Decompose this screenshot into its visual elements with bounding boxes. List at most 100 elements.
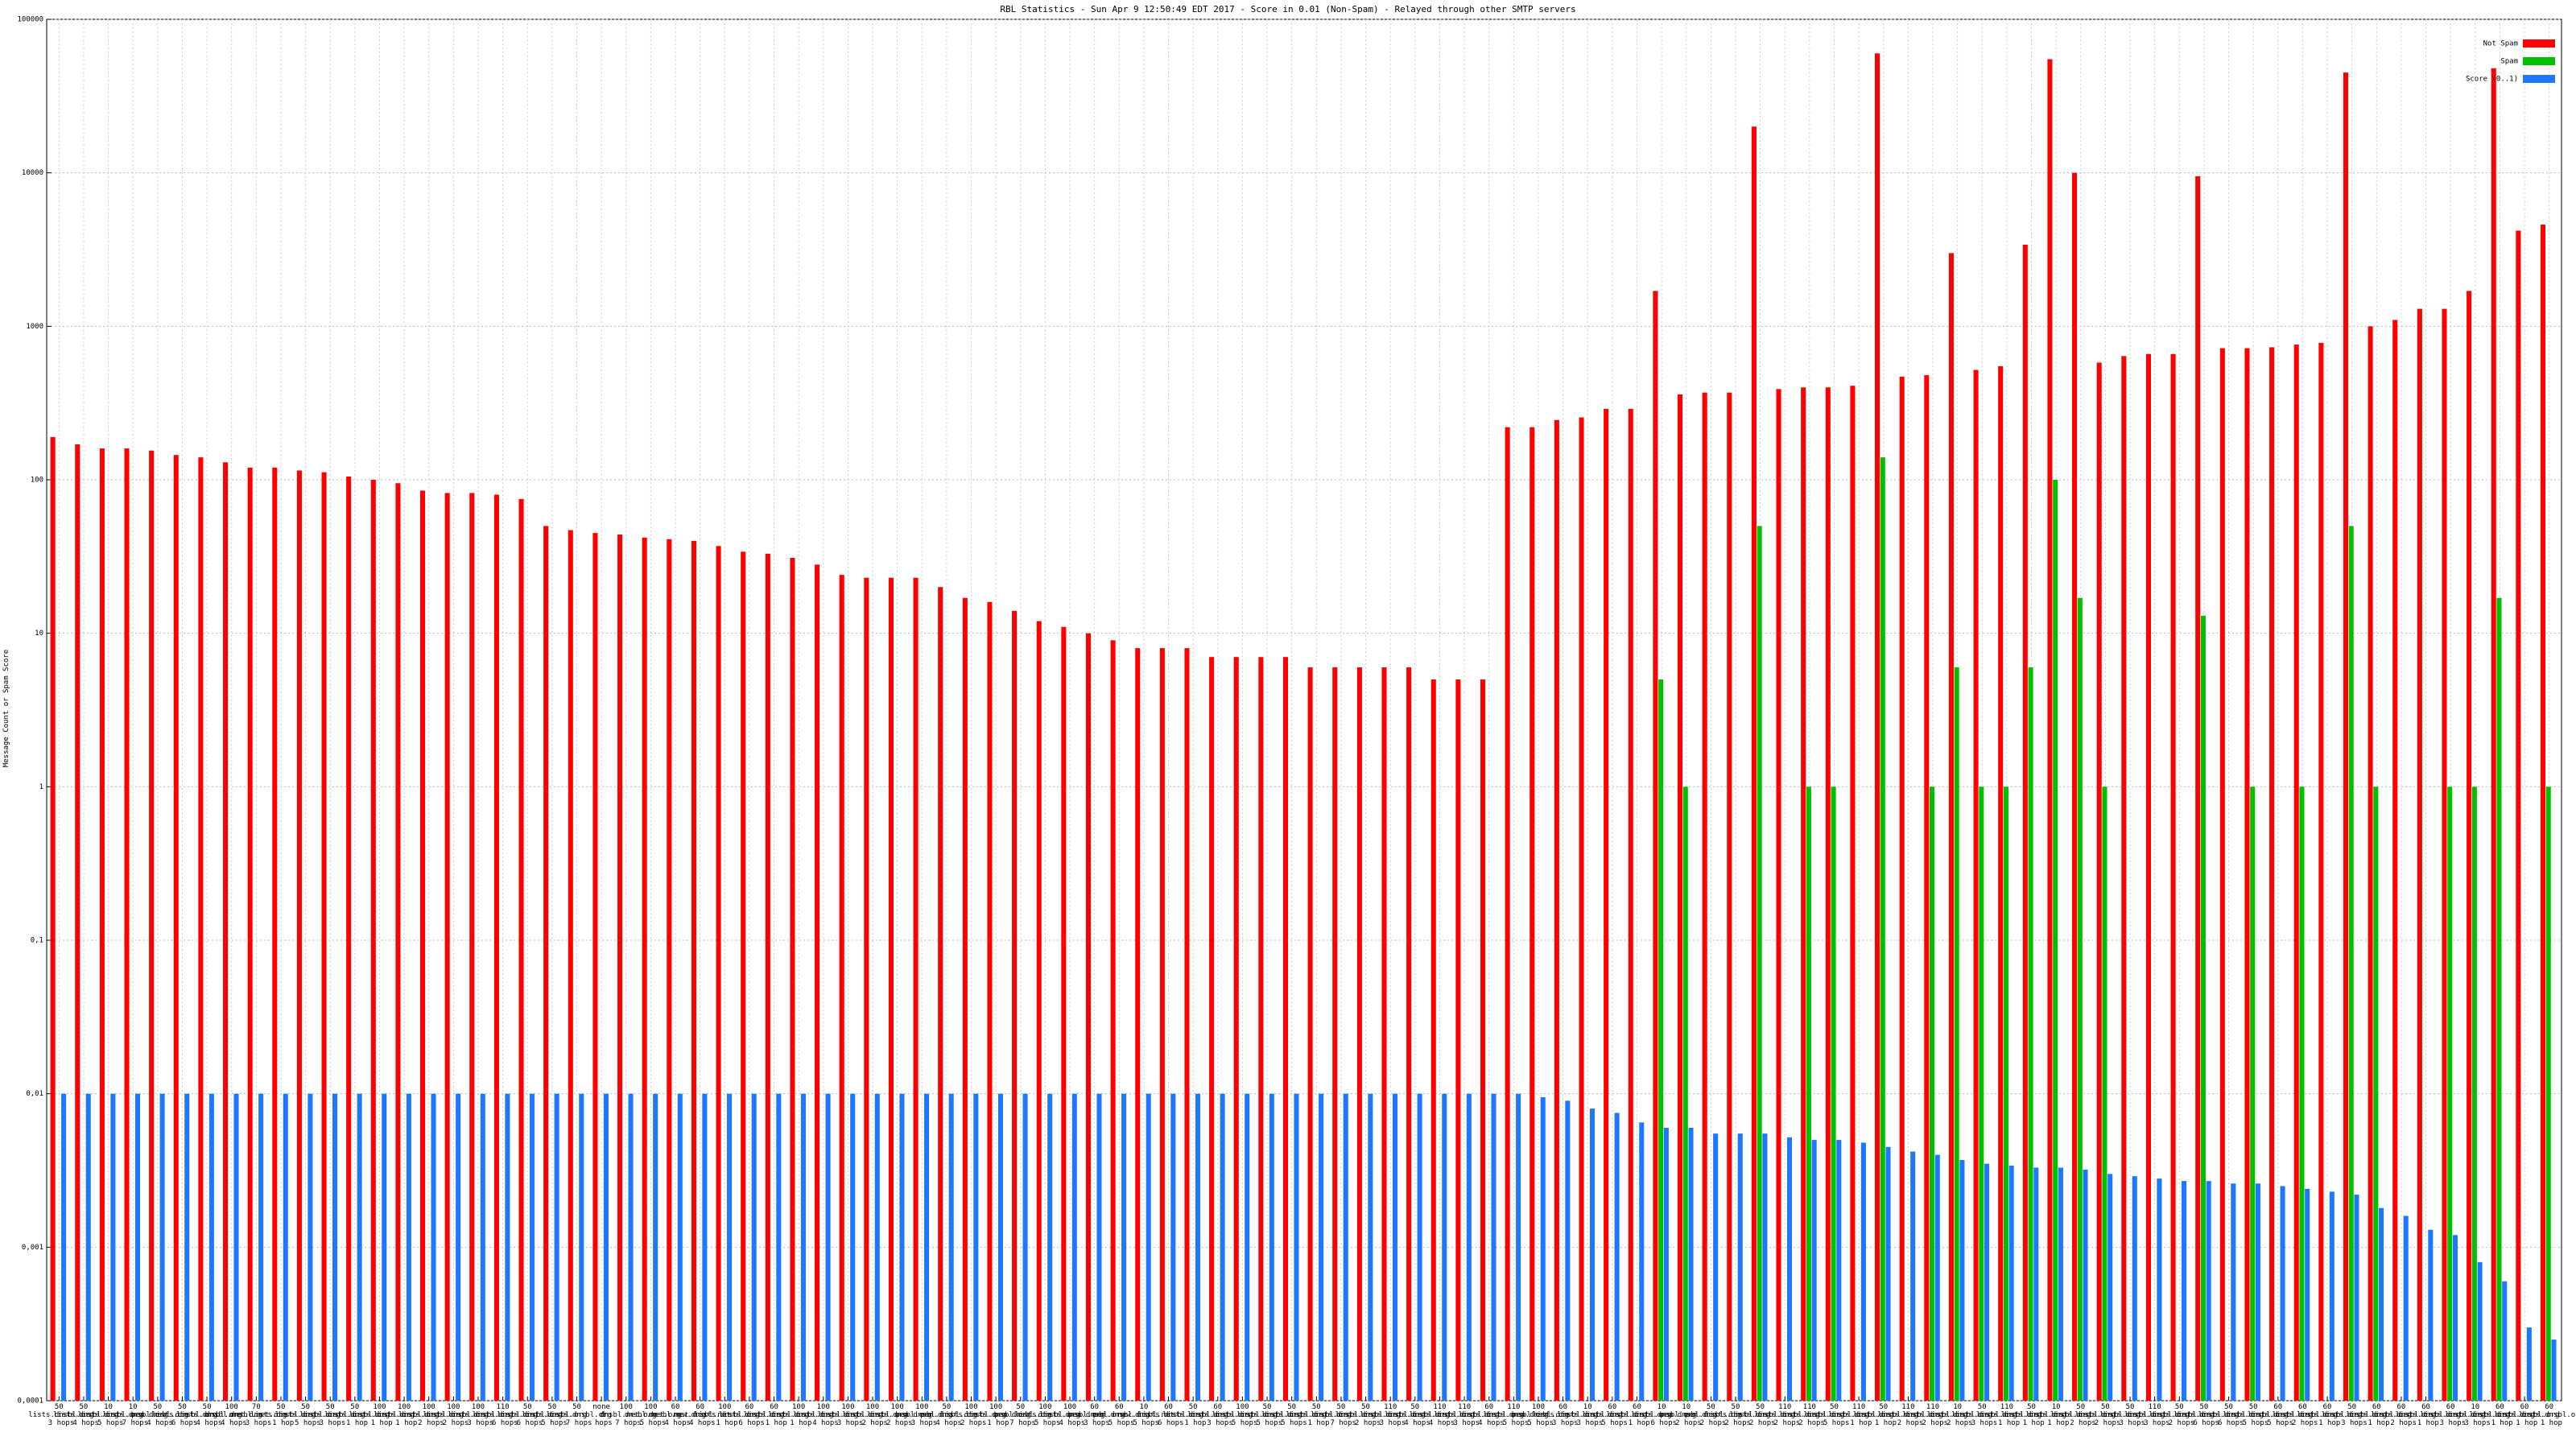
- y-tick-label: 0,01: [26, 1090, 43, 1098]
- legend-swatch: [2523, 39, 2555, 47]
- bar: [149, 450, 155, 1401]
- x-tick-label: 10 pen.dnsbl.org 2 hops: [1656, 1403, 1717, 1427]
- bar: [493, 494, 499, 1401]
- bar: [924, 1093, 930, 1401]
- chart-title: RBL Statistics - Sun Apr 9 12:50:49 EDT …: [1000, 4, 1575, 14]
- bar: [653, 1093, 658, 1401]
- x-tick-label: 50 pen.dnsbl.org 4 hops: [127, 1403, 188, 1427]
- bar: [1614, 1113, 1620, 1401]
- x-tick-label: 100 lists.dnsbl.org 1 hop: [764, 1403, 834, 1427]
- bar: [2072, 172, 2078, 1402]
- bar: [1269, 1093, 1274, 1401]
- x-tick-label: 110 lists.dnsbl.org 2 hops: [1775, 1403, 1845, 1427]
- bar: [2182, 1181, 2187, 1401]
- bar: [2028, 667, 2033, 1401]
- bar: [741, 551, 746, 1402]
- bar: [1860, 1142, 1866, 1401]
- bar: [382, 1093, 387, 1401]
- y-tick-label: 1000: [26, 323, 43, 331]
- bar: [2170, 353, 2176, 1402]
- bar: [677, 1093, 683, 1401]
- bar: [1381, 667, 1387, 1401]
- bar: [850, 1093, 856, 1401]
- x-tick-label: 110 lists.dnsbl.org 2 hops: [1898, 1403, 1968, 1427]
- bar: [2471, 786, 2477, 1401]
- bar: [1899, 376, 1905, 1402]
- bar: [815, 564, 820, 1402]
- bar: [420, 490, 426, 1401]
- bar: [543, 526, 549, 1401]
- x-tick-label: 50 lists.dnsbl.org 5 hops: [1799, 1403, 1869, 1427]
- bar: [1430, 679, 1436, 1401]
- bar: [568, 530, 573, 1401]
- x-tick-label: 50 lists.dnsbl.org 5 hops: [1232, 1403, 1302, 1427]
- bar: [1530, 427, 1535, 1401]
- bar: [913, 577, 919, 1401]
- legend-label: Not Spam: [2483, 40, 2518, 48]
- bar: [1170, 1093, 1176, 1401]
- x-tick-label: 100 pen.dnsbl.org 3 hops: [891, 1403, 952, 1427]
- bar: [159, 1093, 165, 1401]
- x-tick-label: 50 lists.dnsbl.org 2 hops: [2046, 1403, 2116, 1427]
- bar: [1085, 633, 1092, 1401]
- bar: [2200, 615, 2206, 1401]
- bar: [370, 480, 376, 1401]
- x-tick-label: 110 lists.dnsbl.org 2 hops: [1873, 1403, 1943, 1427]
- bar: [198, 457, 204, 1402]
- y-tick-label: 0,1: [31, 937, 43, 945]
- bar: [1930, 786, 1935, 1401]
- bar: [1121, 1093, 1127, 1401]
- x-tick-label: 50 lists.dnsbl.org 3 hops: [2317, 1403, 2387, 1427]
- bar: [1540, 1096, 1546, 1401]
- bar: [2102, 786, 2107, 1401]
- x-tick-label: 60 lists.dnsbl.org 4 hops: [1454, 1403, 1524, 1427]
- x-tick-label: 100 lists.dnsbl.org 1 hop: [690, 1403, 760, 1427]
- bar: [603, 1093, 609, 1401]
- bar: [258, 1093, 264, 1401]
- bar: [1875, 53, 1880, 1401]
- bar: [1022, 1093, 1028, 1401]
- bar: [825, 1093, 831, 1401]
- x-tick-label: 60 lists.dnsbl.org 5 hops: [1577, 1403, 1647, 1427]
- bar: [765, 553, 770, 1401]
- x-tick-label: 50 lists.dnsbl.org 1 hop: [1282, 1403, 1352, 1427]
- x-tick-label: 10 lists.dnsbl.org 6 hops: [1627, 1403, 1697, 1427]
- bar: [1146, 1093, 1151, 1401]
- bar: [2244, 348, 2250, 1401]
- x-tick-label: 10 lists.dnsbl.org 5 hops: [73, 1403, 143, 1427]
- x-tick-label: 110 lists.dnsbl.org 4 hops: [1405, 1403, 1475, 1427]
- bar: [1737, 1133, 1743, 1401]
- bar: [948, 1093, 954, 1401]
- x-tick-label: 50 lists.dnsbl.org 5 hops: [270, 1403, 341, 1427]
- bar: [1934, 1154, 1940, 1401]
- x-tick-label: 50 lists.dnsbl.org 3 hops: [295, 1403, 365, 1427]
- bar: [1110, 640, 1116, 1401]
- bar: [2132, 1176, 2137, 1401]
- bar: [2047, 59, 2053, 1402]
- bar: [2022, 244, 2028, 1401]
- x-tick-label: 100 lists.dnsbl.org 2 hops: [936, 1403, 1006, 1427]
- bar: [1825, 387, 1831, 1401]
- bar: [592, 533, 598, 1401]
- bar: [1688, 1127, 1694, 1401]
- bar: [1973, 369, 1979, 1401]
- bar: [874, 1093, 880, 1401]
- x-tick-label: 50 lists.dnsbl.org 7 hops: [1307, 1403, 1377, 1427]
- x-tick-label: 100 lists.dnsbl.org 2 hops: [838, 1403, 908, 1427]
- bar: [702, 1093, 708, 1401]
- bar: [1880, 457, 1885, 1402]
- bar: [1678, 394, 1683, 1402]
- x-tick-label: 50 lists.dnsbl.org 1 hop: [1848, 1403, 1918, 1427]
- bar: [444, 493, 450, 1401]
- bar: [1589, 1108, 1596, 1401]
- x-tick-label: 50 lists.dnsbl.org 4 hops: [49, 1403, 119, 1427]
- bar: [1806, 786, 1811, 1401]
- bar: [1713, 1133, 1719, 1401]
- x-tick-label: 60 lists.dnsbl.org 6 hops: [715, 1403, 785, 1427]
- bar: [2305, 1188, 2310, 1401]
- bar: [1307, 667, 1313, 1401]
- bar: [1801, 387, 1806, 1401]
- bar: [1565, 1100, 1571, 1401]
- y-tick-label: 100000: [17, 16, 43, 24]
- y-tick-label: 0,0001: [17, 1397, 43, 1406]
